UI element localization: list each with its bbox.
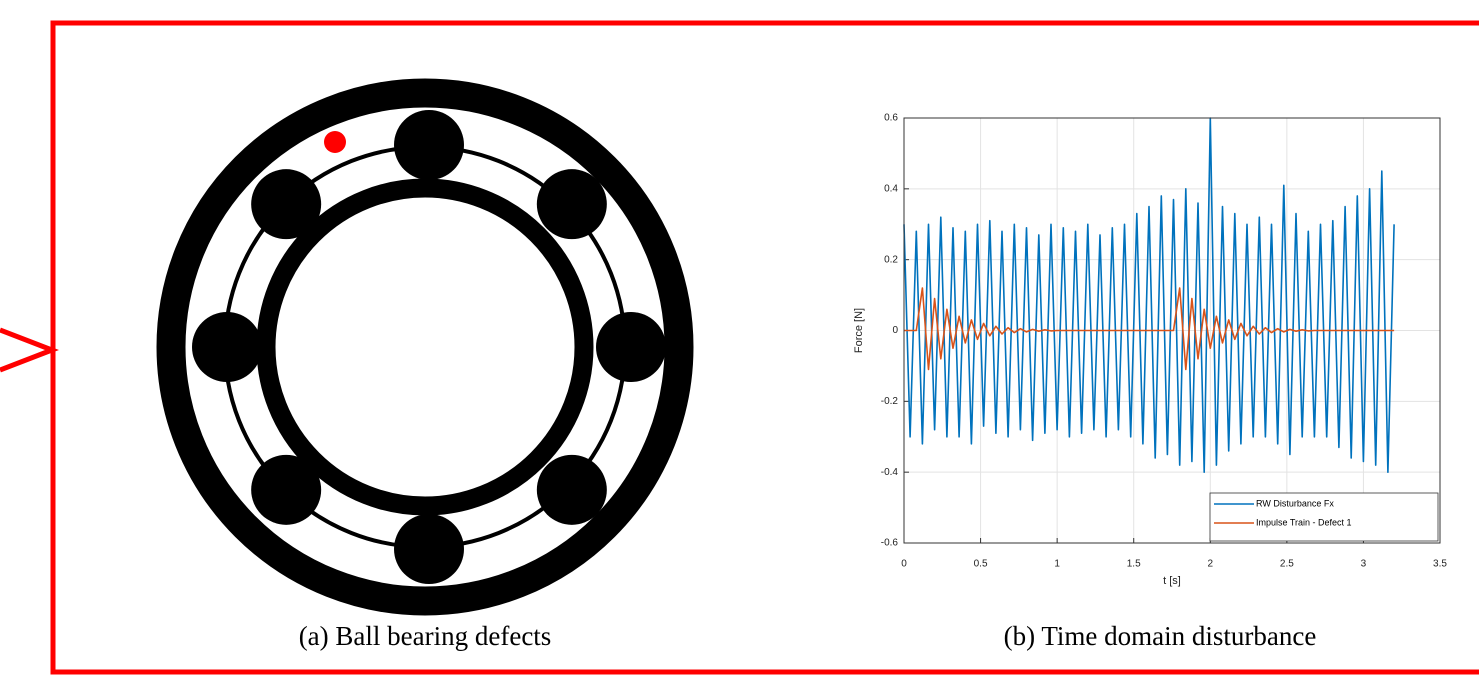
y-tick-label: -0.4: [881, 467, 899, 478]
x-tick-label: 0.5: [974, 559, 988, 570]
ball: [596, 312, 666, 382]
outer-ring: [156, 78, 694, 616]
bearing-diagram: [156, 78, 694, 616]
highlight-frame: [50, 20, 1479, 675]
y-tick-label: -0.2: [881, 396, 899, 407]
x-tick-label: 0: [901, 559, 907, 570]
legend-label: Impulse Train - Defect 1: [1256, 517, 1352, 527]
y-tick-label: 0: [892, 325, 898, 336]
caption: (a) Ball bearing defects: [299, 621, 552, 651]
axes-box: [903, 117, 1441, 544]
y-tick-label: 0.2: [884, 254, 898, 265]
arrow: [0, 327, 59, 373]
y-tick-label: -0.6: [881, 538, 899, 549]
ball: [536, 454, 607, 525]
plot: 0 0.5 1 1.5 2 2.5 3 3.5 -0.6 -0.4 -0.2 0 0.2 0.4 0.6 t …: [853, 113, 1447, 587]
ball: [394, 110, 464, 180]
x-tick-label: 3: [1361, 559, 1367, 570]
x-axis-label: t [s]: [1163, 575, 1181, 587]
x-tick-label: 2.5: [1280, 559, 1294, 570]
defect-marker: [324, 131, 346, 153]
x-tick-label: 1: [1054, 559, 1060, 570]
x-tick-label: 2: [1208, 559, 1214, 570]
balls: [192, 110, 666, 584]
series-line: [903, 117, 1395, 473]
x-tick-label: 1.5: [1127, 559, 1141, 570]
y-axis-label: Force [N]: [853, 308, 865, 353]
ball: [536, 169, 607, 240]
legend-box: [1209, 492, 1439, 542]
ball: [251, 454, 322, 525]
y-tick-label: 0.4: [884, 183, 898, 194]
ball: [394, 514, 464, 584]
x-tick-label: 3.5: [1433, 559, 1447, 570]
inner-ring: [256, 178, 594, 516]
series-line: [904, 287, 1395, 371]
y-tick-label: 0.6: [884, 113, 898, 124]
ball: [192, 312, 262, 382]
legend-label: RW Disturbance Fx: [1256, 498, 1334, 508]
caption: (b) Time domain disturbance: [1004, 621, 1317, 651]
ball: [251, 169, 322, 240]
